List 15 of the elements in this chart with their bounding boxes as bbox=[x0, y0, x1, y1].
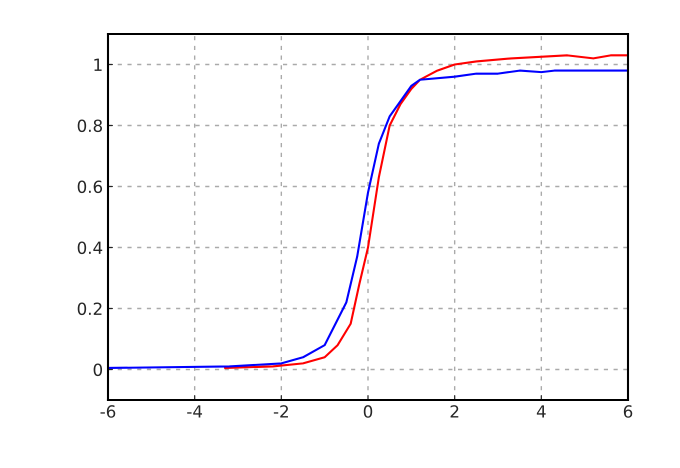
y-tick-label: 0.8 bbox=[78, 119, 102, 132]
y-tick-label: 0 bbox=[94, 363, 102, 376]
y-tick-label: 0.2 bbox=[78, 302, 102, 316]
y-tick-label: 0.6 bbox=[78, 180, 102, 194]
x-tick-label: 6 bbox=[624, 405, 632, 418]
x-tick-label: -4 bbox=[187, 405, 202, 418]
x-tick-label: 4 bbox=[536, 405, 546, 418]
x-tick-label: 2 bbox=[450, 405, 458, 418]
x-tick-label: -2 bbox=[274, 405, 288, 418]
y-tick-label: 0.4 bbox=[78, 241, 102, 254]
x-tick-label: -6 bbox=[100, 405, 116, 418]
line-series bbox=[108, 70, 628, 370]
y-tick-label: 1 bbox=[94, 58, 102, 71]
x-tick-label: 0 bbox=[364, 405, 372, 418]
line-series bbox=[224, 54, 628, 370]
